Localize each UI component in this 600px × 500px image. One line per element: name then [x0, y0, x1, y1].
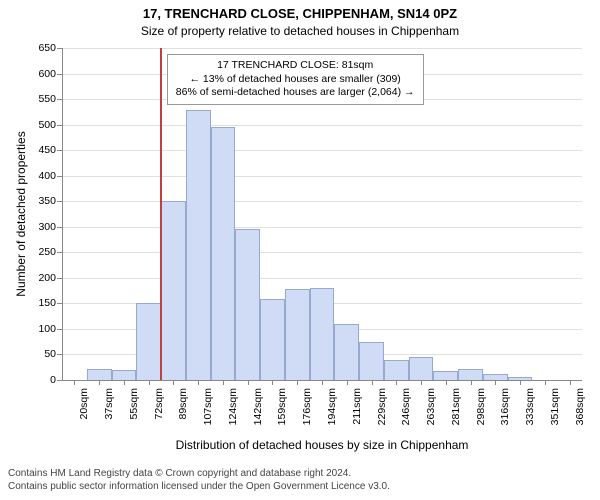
ytick-label: 100: [38, 323, 62, 335]
xtick-label: 176sqm: [301, 388, 313, 425]
grid-line: [62, 150, 582, 151]
bar: [359, 342, 384, 380]
chart-title-sub: Size of property relative to detached ho…: [0, 24, 600, 38]
ytick-label: 650: [38, 42, 62, 54]
xtick-label: 351sqm: [549, 388, 561, 425]
xtick-label: 72sqm: [153, 388, 165, 420]
footer-line-1: Contains HM Land Registry data © Crown c…: [8, 468, 390, 481]
xtick-label: 211sqm: [351, 388, 363, 425]
bar: [384, 360, 409, 380]
footer-text: Contains HM Land Registry data © Crown c…: [8, 468, 390, 493]
bar: [87, 369, 112, 380]
grid-line: [62, 125, 582, 126]
xtick-label: 281sqm: [450, 388, 462, 425]
property-marker-line: [160, 48, 162, 380]
y-axis-label: Number of detached properties: [14, 131, 28, 296]
bar: [458, 369, 483, 380]
xtick-label: 107sqm: [202, 388, 214, 425]
plot-area: 0501001502002503003504004505005506006502…: [62, 48, 582, 380]
xtick-label: 246sqm: [400, 388, 412, 425]
bar: [285, 289, 310, 380]
xtick-label: 55sqm: [128, 388, 140, 420]
ytick-label: 500: [38, 119, 62, 131]
ytick-label: 300: [38, 221, 62, 233]
bar: [186, 110, 211, 380]
bar: [334, 324, 359, 380]
bar: [310, 288, 335, 380]
xtick-label: 37sqm: [103, 388, 115, 420]
bar: [211, 127, 236, 380]
grid-line: [62, 278, 582, 279]
bar: [409, 357, 434, 380]
bar: [260, 299, 285, 380]
ytick-label: 200: [38, 272, 62, 284]
xtick-label: 142sqm: [252, 388, 264, 425]
xtick-label: 89sqm: [177, 388, 189, 420]
grid-line: [62, 252, 582, 253]
grid-line: [62, 201, 582, 202]
grid-line: [62, 48, 582, 49]
chart-container: 17, TRENCHARD CLOSE, CHIPPENHAM, SN14 0P…: [0, 0, 600, 500]
ytick-label: 350: [38, 195, 62, 207]
xtick-label: 159sqm: [276, 388, 288, 425]
footer-line-2: Contains public sector information licen…: [8, 481, 390, 494]
ytick-label: 0: [50, 374, 62, 386]
xtick-label: 124sqm: [227, 388, 239, 425]
legend-box: 17 TRENCHARD CLOSE: 81sqm← 13% of detach…: [167, 54, 424, 105]
grid-line: [62, 227, 582, 228]
legend-line: 86% of semi-detached houses are larger (…: [176, 86, 415, 100]
ytick-label: 400: [38, 170, 62, 182]
ytick-label: 150: [38, 297, 62, 309]
legend-line: 17 TRENCHARD CLOSE: 81sqm: [176, 59, 415, 73]
legend-line: ← 13% of detached houses are smaller (30…: [176, 73, 415, 87]
chart-title-address: 17, TRENCHARD CLOSE, CHIPPENHAM, SN14 0P…: [0, 6, 600, 21]
xtick-label: 368sqm: [574, 388, 586, 425]
bar: [235, 229, 260, 380]
xtick-label: 316sqm: [499, 388, 511, 425]
y-axis-line: [62, 48, 63, 380]
xtick-label: 263sqm: [425, 388, 437, 425]
ytick-label: 50: [44, 348, 62, 360]
xtick-label: 298sqm: [475, 388, 487, 425]
ytick-label: 450: [38, 144, 62, 156]
bar: [112, 370, 137, 380]
xtick-label: 229sqm: [376, 388, 388, 425]
ytick-label: 550: [38, 93, 62, 105]
x-axis-label: Distribution of detached houses by size …: [62, 438, 582, 452]
x-axis-line: [62, 380, 582, 381]
bar: [136, 303, 161, 380]
bar: [433, 371, 458, 380]
xtick-label: 20sqm: [78, 388, 90, 420]
ytick-label: 600: [38, 68, 62, 80]
bar: [161, 201, 186, 380]
xtick-label: 194sqm: [326, 388, 338, 425]
grid-line: [62, 176, 582, 177]
ytick-label: 250: [38, 246, 62, 258]
xtick-label: 333sqm: [524, 388, 536, 425]
